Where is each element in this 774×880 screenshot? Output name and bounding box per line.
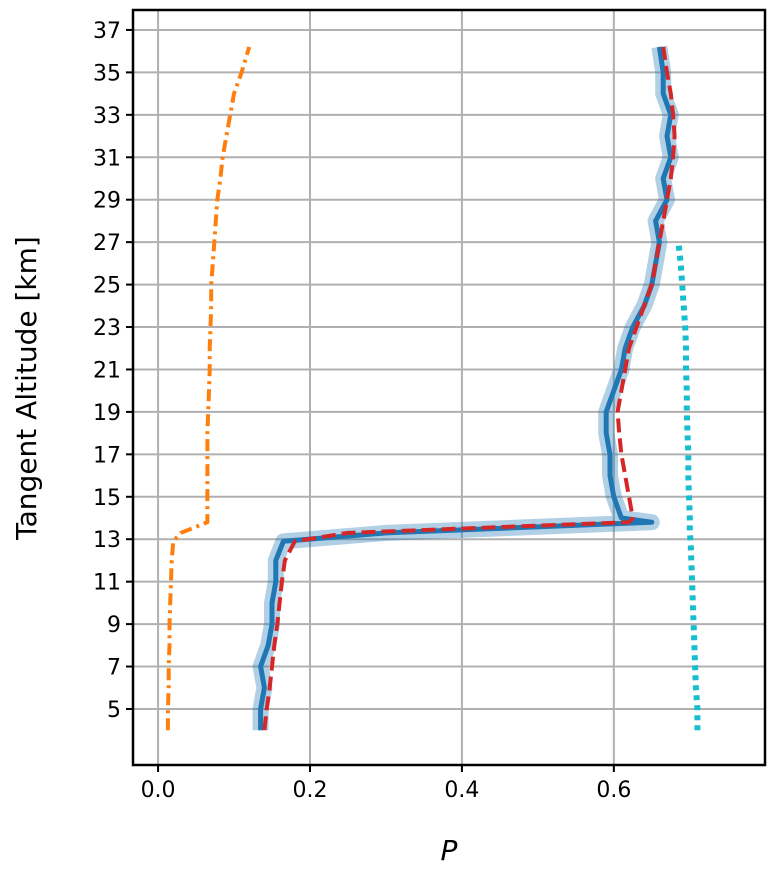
- x-axis-label: P: [441, 834, 458, 867]
- series-line: [675, 241, 701, 731]
- y-tick-label: 11: [93, 571, 121, 596]
- x-tick-label: 0.4: [444, 778, 479, 803]
- y-tick-label: 15: [93, 486, 121, 511]
- y-tick-label: 25: [93, 274, 121, 299]
- y-tick-label: 23: [93, 316, 121, 341]
- y-tick-label: 9: [107, 613, 121, 638]
- series-line: [262, 46, 677, 731]
- y-axis-label: Tangent Altitude [km]: [10, 236, 43, 541]
- y-tick-label: 37: [93, 19, 121, 44]
- series-line: [165, 46, 252, 731]
- y-tick-label: 5: [107, 698, 121, 723]
- y-tick-label: 31: [93, 146, 121, 171]
- x-tick-label: 0.2: [292, 778, 327, 803]
- y-tick-label: 17: [93, 443, 121, 468]
- y-tick-label: 13: [93, 528, 121, 553]
- y-tick-label: 19: [93, 401, 121, 426]
- x-tick-label: 0.6: [596, 778, 631, 803]
- y-tick-label: 29: [93, 189, 121, 214]
- series-halo: [252, 45, 679, 731]
- y-tick-label: 7: [107, 656, 121, 681]
- plot-frame: [131, 8, 767, 767]
- x-tick-label: 0.0: [141, 778, 176, 803]
- y-tick-label: 21: [93, 358, 121, 383]
- y-tick-label: 35: [93, 61, 121, 86]
- series-line: [258, 46, 674, 731]
- y-tick-label: 27: [93, 231, 121, 256]
- y-tick-label: 33: [93, 104, 121, 129]
